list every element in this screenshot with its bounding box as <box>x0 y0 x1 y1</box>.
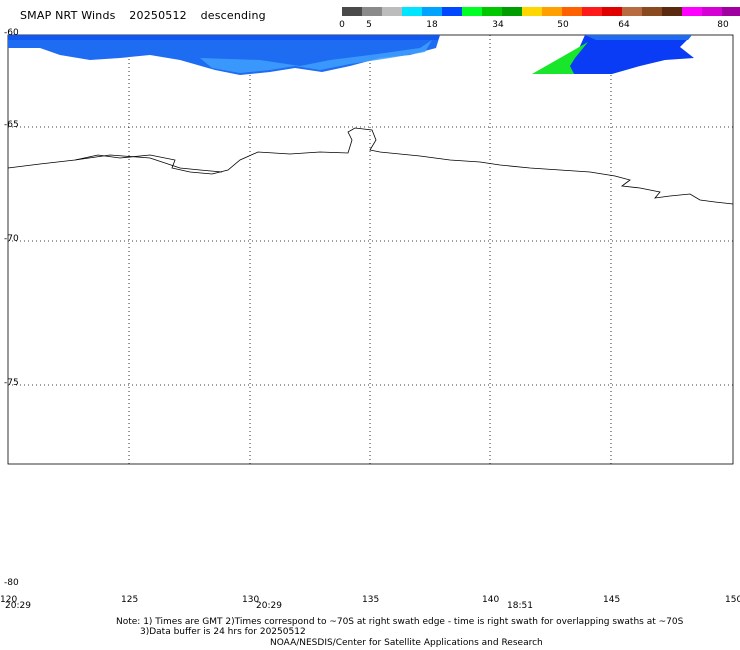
latitude-label: -80 <box>4 578 19 588</box>
latitude-label: -75 <box>4 378 19 388</box>
colorbar-segment <box>522 7 542 16</box>
latitude-label: -60 <box>4 28 19 38</box>
longitude-label: 140 <box>482 595 500 605</box>
colorbar-segment <box>682 7 702 16</box>
wind-swath-east-green <box>532 42 588 74</box>
longitude-label: 150 <box>725 595 740 605</box>
colorbar-segment <box>722 7 740 16</box>
product-date: 20250512 <box>129 9 187 22</box>
colorbar-segment <box>702 7 722 16</box>
pass-time-1: 20:29 <box>5 601 31 611</box>
colorbar-segment <box>542 7 562 16</box>
colorbar-segment <box>562 7 582 16</box>
note-line-2: 3)Data buffer is 24 hrs for 20250512 <box>140 627 306 637</box>
coastline <box>7 127 734 205</box>
longitude-label: 145 <box>603 595 621 605</box>
colorbar-segment <box>582 7 602 16</box>
colorbar-tick-label: 50 <box>557 20 569 30</box>
latitude-label: -65 <box>4 120 19 130</box>
wind-speed-colorbar <box>342 7 740 16</box>
colorbar-tick-label: 5 <box>366 20 372 30</box>
colorbar-segment <box>362 7 382 16</box>
colorbar-segment <box>462 7 482 16</box>
pass-time-3: 18:51 <box>507 601 533 611</box>
colorbar-tick-label: 80 <box>717 20 729 30</box>
grid-lines <box>8 35 733 464</box>
colorbar-segment <box>422 7 442 16</box>
pass-direction: descending <box>200 9 266 22</box>
longitude-label: 125 <box>121 595 139 605</box>
colorbar-segment <box>642 7 662 16</box>
longitude-label: 120 <box>0 595 18 605</box>
wind-swath-east-edge <box>585 35 692 40</box>
coastline-detail <box>74 154 223 173</box>
colorbar-tick-label: 18 <box>426 20 438 30</box>
latitude-label: -70 <box>4 234 19 244</box>
colorbar-segment <box>442 7 462 16</box>
colorbar-segment <box>402 7 422 16</box>
note-line-1: Note: 1) Times are GMT 2)Times correspon… <box>116 617 684 627</box>
colorbar-segment <box>602 7 622 16</box>
pass-time-2: 20:29 <box>256 601 282 611</box>
colorbar-segment <box>482 7 502 16</box>
colorbar-tick-label: 64 <box>618 20 630 30</box>
colorbar-tick-label: 34 <box>492 20 504 30</box>
swath-frame <box>7 34 734 465</box>
longitude-label: 135 <box>362 595 380 605</box>
map-title: SMAP NRT Winds 20250512 descending <box>20 9 276 22</box>
longitude-label: 130 <box>242 595 260 605</box>
colorbar-tick-label: 0 <box>339 20 345 30</box>
wind-swath-east <box>568 35 694 74</box>
colorbar-segment <box>662 7 682 16</box>
colorbar-segment <box>622 7 642 16</box>
product-name: SMAP NRT Winds <box>20 9 116 22</box>
note-credit: NOAA/NESDIS/Center for Satellite Applica… <box>270 638 543 648</box>
wind-swath-west-light <box>200 40 432 73</box>
wind-swath-west-strip <box>8 35 440 40</box>
colorbar-segment <box>382 7 402 16</box>
colorbar-segment <box>342 7 362 16</box>
colorbar-segment <box>502 7 522 16</box>
